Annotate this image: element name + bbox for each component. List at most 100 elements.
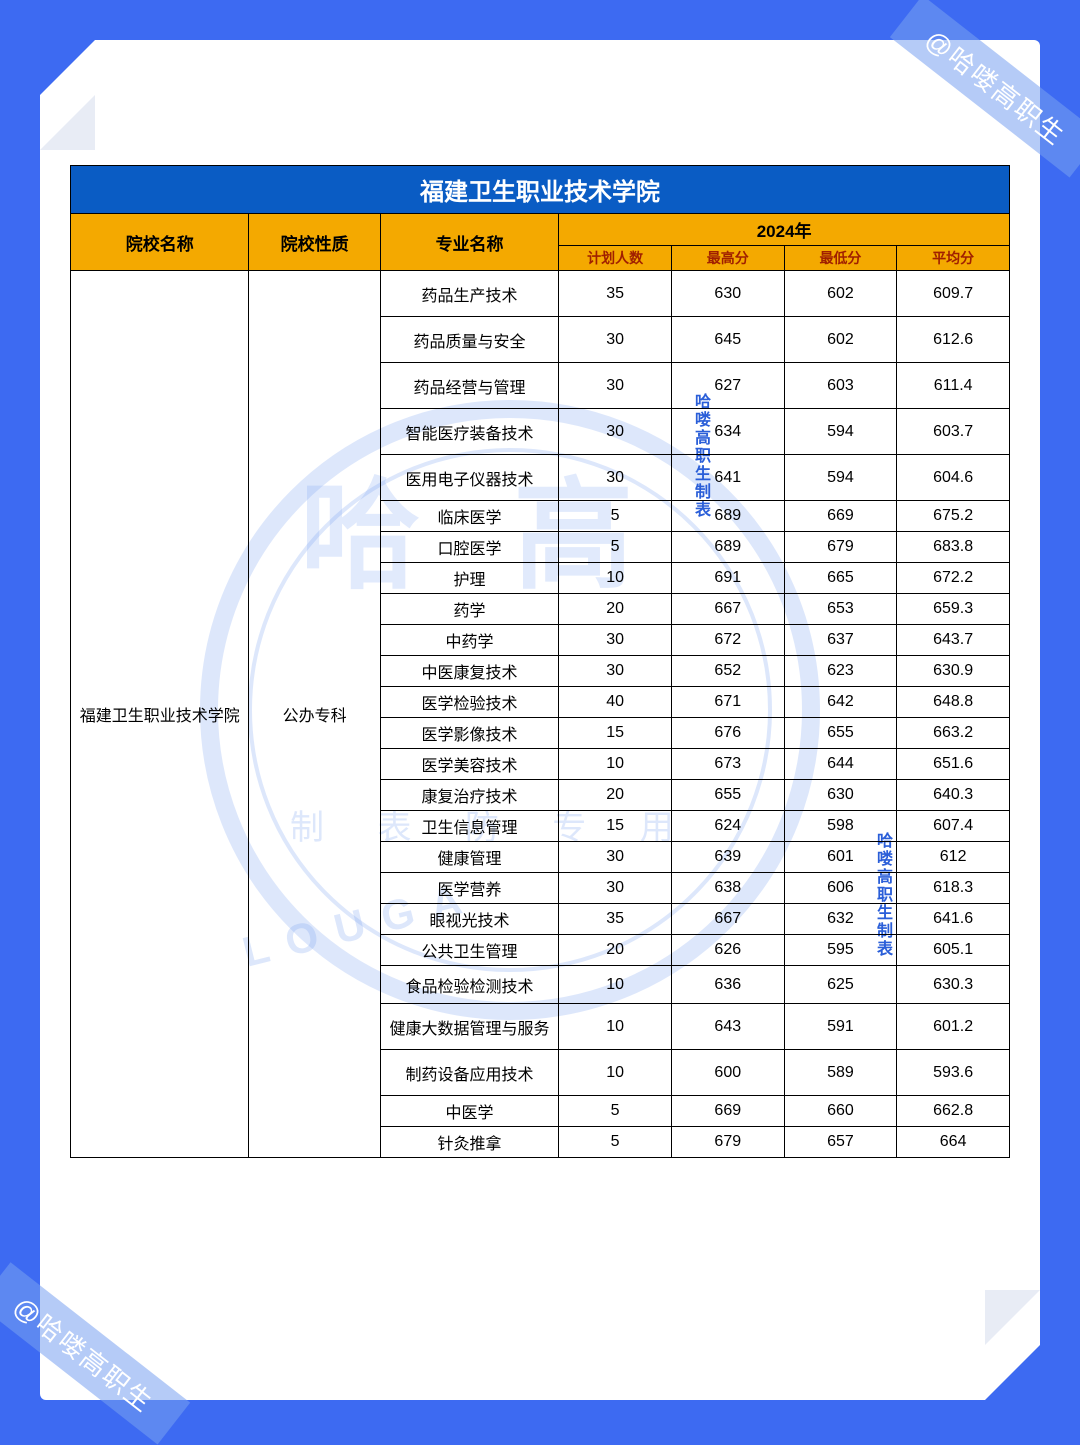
cell-min: 637	[784, 625, 897, 656]
cell-min: 660	[784, 1096, 897, 1127]
cell-plan: 10	[559, 966, 672, 1004]
cell-plan: 20	[559, 594, 672, 625]
cell-plan: 30	[559, 363, 672, 409]
header-col1: 院校名称	[71, 214, 249, 271]
cell-major: 健康管理	[380, 842, 558, 873]
cell-school-type: 公办专科	[249, 271, 380, 1158]
cell-plan: 35	[559, 271, 672, 317]
cell-major: 医学营养	[380, 873, 558, 904]
cell-avg: 611.4	[897, 363, 1010, 409]
cell-major: 药品质量与安全	[380, 317, 558, 363]
cell-major: 公共卫生管理	[380, 935, 558, 966]
cell-max: 627	[671, 363, 784, 409]
cell-major: 药学	[380, 594, 558, 625]
cell-avg: 612	[897, 842, 1010, 873]
cell-school-name: 福建卫生职业技术学院	[71, 271, 249, 1158]
cell-avg: 630.9	[897, 656, 1010, 687]
cell-avg: 663.2	[897, 718, 1010, 749]
cell-max: 689	[671, 501, 784, 532]
cell-max: 667	[671, 904, 784, 935]
subheader-1: 最高分	[671, 246, 784, 271]
cell-min: 653	[784, 594, 897, 625]
cell-plan: 5	[559, 1096, 672, 1127]
cell-plan: 30	[559, 656, 672, 687]
cell-min: 595	[784, 935, 897, 966]
cell-avg: 641.6	[897, 904, 1010, 935]
cell-min: 606	[784, 873, 897, 904]
cell-max: 655	[671, 780, 784, 811]
cell-max: 679	[671, 1127, 784, 1158]
cell-major: 药品经营与管理	[380, 363, 558, 409]
cell-major: 医学检验技术	[380, 687, 558, 718]
score-table: 福建卫生职业技术学院院校名称院校性质专业名称2024年计划人数最高分最低分平均分…	[70, 165, 1010, 1158]
cell-avg: 640.3	[897, 780, 1010, 811]
cell-major: 中医康复技术	[380, 656, 558, 687]
cell-avg: 672.2	[897, 563, 1010, 594]
cell-plan: 30	[559, 409, 672, 455]
cell-major: 食品检验检测技术	[380, 966, 558, 1004]
cell-major: 中药学	[380, 625, 558, 656]
cell-plan: 10	[559, 563, 672, 594]
cell-major: 智能医疗装备技术	[380, 409, 558, 455]
cell-major: 临床医学	[380, 501, 558, 532]
cell-max: 641	[671, 455, 784, 501]
cell-min: 655	[784, 718, 897, 749]
cell-avg: 648.8	[897, 687, 1010, 718]
cell-plan: 35	[559, 904, 672, 935]
cell-min: 594	[784, 409, 897, 455]
cell-min: 644	[784, 749, 897, 780]
table-row: 福建卫生职业技术学院公办专科药品生产技术35630602609.7	[71, 271, 1010, 317]
cell-max: 645	[671, 317, 784, 363]
cell-max: 600	[671, 1050, 784, 1096]
cell-avg: 662.8	[897, 1096, 1010, 1127]
table-title: 福建卫生职业技术学院	[71, 166, 1010, 214]
cell-major: 口腔医学	[380, 532, 558, 563]
cell-min: 591	[784, 1004, 897, 1050]
cell-max: 626	[671, 935, 784, 966]
cell-major: 健康大数据管理与服务	[380, 1004, 558, 1050]
cell-avg: 609.7	[897, 271, 1010, 317]
cell-plan: 20	[559, 780, 672, 811]
cell-max: 643	[671, 1004, 784, 1050]
cell-max: 691	[671, 563, 784, 594]
cell-avg: 593.6	[897, 1050, 1010, 1096]
cell-min: 602	[784, 271, 897, 317]
cell-plan: 10	[559, 749, 672, 780]
cell-max: 669	[671, 1096, 784, 1127]
cell-plan: 20	[559, 935, 672, 966]
cell-min: 669	[784, 501, 897, 532]
cell-plan: 5	[559, 501, 672, 532]
cell-plan: 10	[559, 1050, 672, 1096]
cell-max: 671	[671, 687, 784, 718]
cell-major: 中医学	[380, 1096, 558, 1127]
cell-min: 602	[784, 317, 897, 363]
cell-avg: 643.7	[897, 625, 1010, 656]
cell-min: 625	[784, 966, 897, 1004]
cell-plan: 10	[559, 1004, 672, 1050]
cell-max: 636	[671, 966, 784, 1004]
cell-avg: 651.6	[897, 749, 1010, 780]
cell-avg: 664	[897, 1127, 1010, 1158]
cell-max: 672	[671, 625, 784, 656]
cell-plan: 30	[559, 317, 672, 363]
cell-min: 630	[784, 780, 897, 811]
cell-plan: 15	[559, 718, 672, 749]
cell-major: 医学影像技术	[380, 718, 558, 749]
cell-major: 制药设备应用技术	[380, 1050, 558, 1096]
score-table-container: 福建卫生职业技术学院院校名称院校性质专业名称2024年计划人数最高分最低分平均分…	[70, 165, 1010, 1158]
cell-avg: 618.3	[897, 873, 1010, 904]
cell-min: 642	[784, 687, 897, 718]
cell-major: 护理	[380, 563, 558, 594]
subheader-3: 平均分	[897, 246, 1010, 271]
cell-avg: 601.2	[897, 1004, 1010, 1050]
cell-plan: 5	[559, 532, 672, 563]
cell-plan: 5	[559, 1127, 672, 1158]
cell-avg: 612.6	[897, 317, 1010, 363]
cell-avg: 604.6	[897, 455, 1010, 501]
cell-min: 594	[784, 455, 897, 501]
cell-avg: 683.8	[897, 532, 1010, 563]
cell-plan: 30	[559, 842, 672, 873]
cell-max: 667	[671, 594, 784, 625]
cell-major: 医学美容技术	[380, 749, 558, 780]
cell-max: 673	[671, 749, 784, 780]
